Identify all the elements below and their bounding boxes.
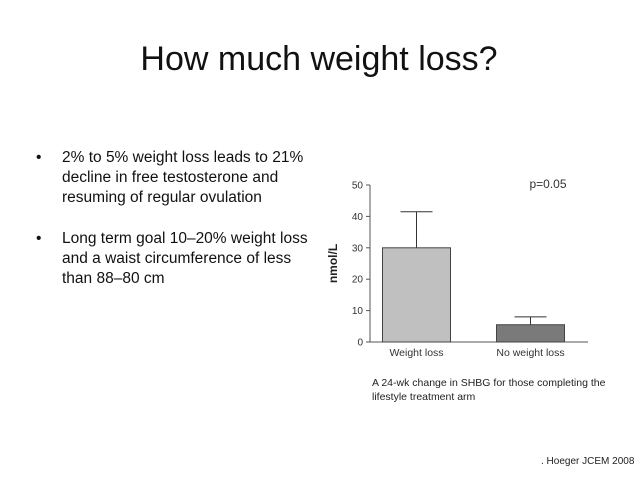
x-tick-label: Weight loss xyxy=(389,347,443,359)
bullet-text: 2% to 5% weight loss leads to 21% declin… xyxy=(62,149,304,206)
slide-title: How much weight loss? xyxy=(140,40,498,78)
x-tick-label: No weight loss xyxy=(496,347,564,359)
p-value-annotation: p=0.05 xyxy=(529,177,566,191)
bullet-text: Long term goal 10–20% weight loss and a … xyxy=(62,230,308,287)
bullet-icon: • xyxy=(36,149,42,166)
y-axis-label: nmol/L xyxy=(326,244,340,283)
bullet-list: • 2% to 5% weight loss leads to 21% decl… xyxy=(34,148,314,310)
y-tick-label: 50 xyxy=(352,181,364,192)
bullet-item: • 2% to 5% weight loss leads to 21% decl… xyxy=(34,148,314,208)
y-tick-label: 20 xyxy=(352,275,364,286)
y-tick-label: 0 xyxy=(357,338,363,349)
chart-caption: A 24-wk change in SHBG for those complet… xyxy=(372,377,606,403)
y-tick-label: 30 xyxy=(352,243,364,254)
bar-chart: 0 10 20 30 40 50 nmol/L Weight loss No weight lo… xyxy=(326,177,588,359)
y-tick-label: 10 xyxy=(352,306,364,317)
bar xyxy=(382,247,451,343)
bullet-item: • Long term goal 10–20% weight loss and … xyxy=(34,229,314,289)
citation: . Hoeger JCEM 2008 xyxy=(541,456,635,467)
bar xyxy=(496,324,565,343)
bullet-icon: • xyxy=(36,230,42,247)
y-tick-label: 40 xyxy=(352,212,364,223)
